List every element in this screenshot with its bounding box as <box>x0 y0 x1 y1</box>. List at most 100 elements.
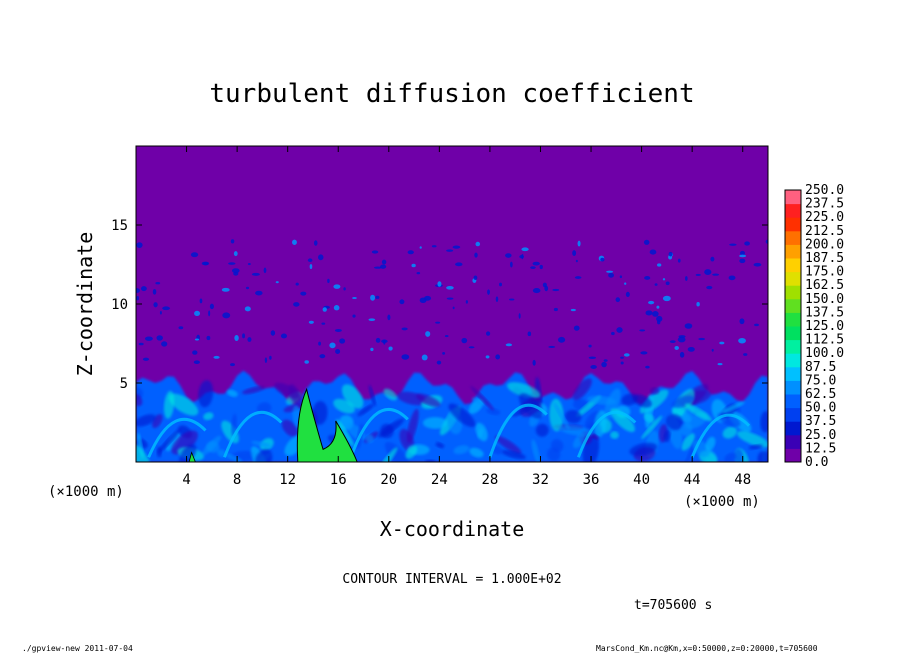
turbulence-blob <box>656 315 663 322</box>
turbulence-blob <box>368 318 376 322</box>
turbulence-blob <box>206 335 211 341</box>
eddy <box>666 414 684 431</box>
turbulence-blob <box>153 302 158 308</box>
turbulence-blob <box>444 334 449 338</box>
turbulence-blob <box>706 285 713 290</box>
turbulence-blob <box>192 350 198 355</box>
colorbar-swatch <box>785 434 801 449</box>
turbulence-blob <box>419 297 427 304</box>
turbulence-blob <box>230 239 235 244</box>
colorbar-label: 212.5 <box>805 224 844 239</box>
turbulence-blob <box>679 351 685 358</box>
turbulence-blob <box>387 314 391 321</box>
eddy <box>553 402 570 431</box>
turbulence-blob <box>616 327 623 333</box>
turbulence-blob <box>474 252 478 258</box>
turbulence-blob <box>334 328 342 332</box>
turbulence-blob <box>264 357 268 363</box>
colorbar-swatch <box>785 258 801 273</box>
turbulence-blob <box>280 333 288 339</box>
eddy <box>242 385 265 395</box>
turbulence-blob <box>527 331 532 337</box>
eddy <box>535 423 549 437</box>
turbulence-blob <box>530 266 536 269</box>
colorbar-swatch <box>785 421 801 436</box>
turbulence-blob <box>677 258 681 263</box>
turbulence-blob <box>704 269 712 276</box>
x-tick-label: 44 <box>684 472 701 488</box>
turbulence-blob <box>570 308 576 312</box>
turbulence-blob <box>662 295 671 302</box>
plot-area <box>136 146 768 462</box>
turbulence-blob <box>435 321 441 324</box>
turbulence-blob <box>142 357 150 361</box>
vortex-arc <box>690 413 751 458</box>
turbulence-blob <box>421 354 428 361</box>
turbulence-blob <box>308 320 314 324</box>
turbulence-blob <box>645 365 650 369</box>
turbulence-blob <box>230 363 235 367</box>
x-unit-left: (×1000 m) <box>48 484 124 500</box>
turbulence-blob <box>431 245 437 248</box>
eddy <box>416 393 441 407</box>
turbulence-blob <box>657 263 662 267</box>
turbulence-blob <box>521 253 524 260</box>
colorbar-label: 0.0 <box>805 455 828 470</box>
colorbar-swatch <box>785 339 801 354</box>
turbulence-blob <box>419 246 422 249</box>
turbulence-blob <box>606 270 614 273</box>
turbulence-blob <box>648 300 655 305</box>
turbulence-blob <box>234 335 239 341</box>
colorbar-swatch <box>785 366 801 381</box>
turbulence-blob <box>375 337 381 343</box>
x-tick-label: 32 <box>532 472 549 488</box>
eddy <box>506 382 541 399</box>
eddy <box>671 395 695 408</box>
eddy <box>705 436 716 451</box>
eddy <box>512 400 542 417</box>
turbulence-blob <box>136 288 140 294</box>
eddy <box>471 397 485 405</box>
turbulence-blob <box>475 241 481 247</box>
turbulence-blob <box>309 264 313 270</box>
eddy <box>663 429 671 443</box>
x-tick-label: 40 <box>633 472 650 488</box>
turbulence-blob <box>738 338 746 344</box>
turbulence-blob <box>247 337 252 342</box>
turbulence-blob <box>388 346 393 351</box>
colorbar-label: 75.0 <box>805 373 836 388</box>
turbulence-blob <box>209 303 214 310</box>
turbulence-blob <box>518 313 521 319</box>
turbulence-blob <box>138 342 144 346</box>
eddy <box>281 419 298 437</box>
turbulence-blob <box>687 346 695 352</box>
eddy <box>376 447 398 462</box>
turbulence-blob <box>765 239 768 244</box>
turbulence-blob <box>446 297 454 300</box>
turbulence-blob <box>620 361 624 365</box>
y-tick-label: 10 <box>111 297 128 313</box>
eddy <box>254 449 273 462</box>
colorbar-label: 87.5 <box>805 360 836 375</box>
eddy <box>531 439 540 462</box>
turbulence-blob <box>615 297 621 303</box>
eddy <box>721 401 745 414</box>
contour-100-small <box>188 451 196 462</box>
turbulence-blob <box>381 259 387 265</box>
turbulence-blob <box>600 257 605 262</box>
eddy <box>629 442 658 456</box>
eddy <box>501 450 526 460</box>
turbulence-blob <box>539 264 543 270</box>
eddy <box>591 433 599 440</box>
turbulence-blob <box>446 285 454 290</box>
turbulence-blob <box>499 282 503 287</box>
eddy <box>341 384 364 409</box>
x-tick-label: 24 <box>431 472 448 488</box>
turbulence-blob <box>136 296 140 301</box>
turbulence-blob <box>572 250 577 256</box>
turbulence-blob <box>333 305 340 311</box>
eddy <box>406 408 419 443</box>
turbulence-blob <box>373 266 382 269</box>
y-axis-label: Z-coordinate <box>73 232 97 377</box>
